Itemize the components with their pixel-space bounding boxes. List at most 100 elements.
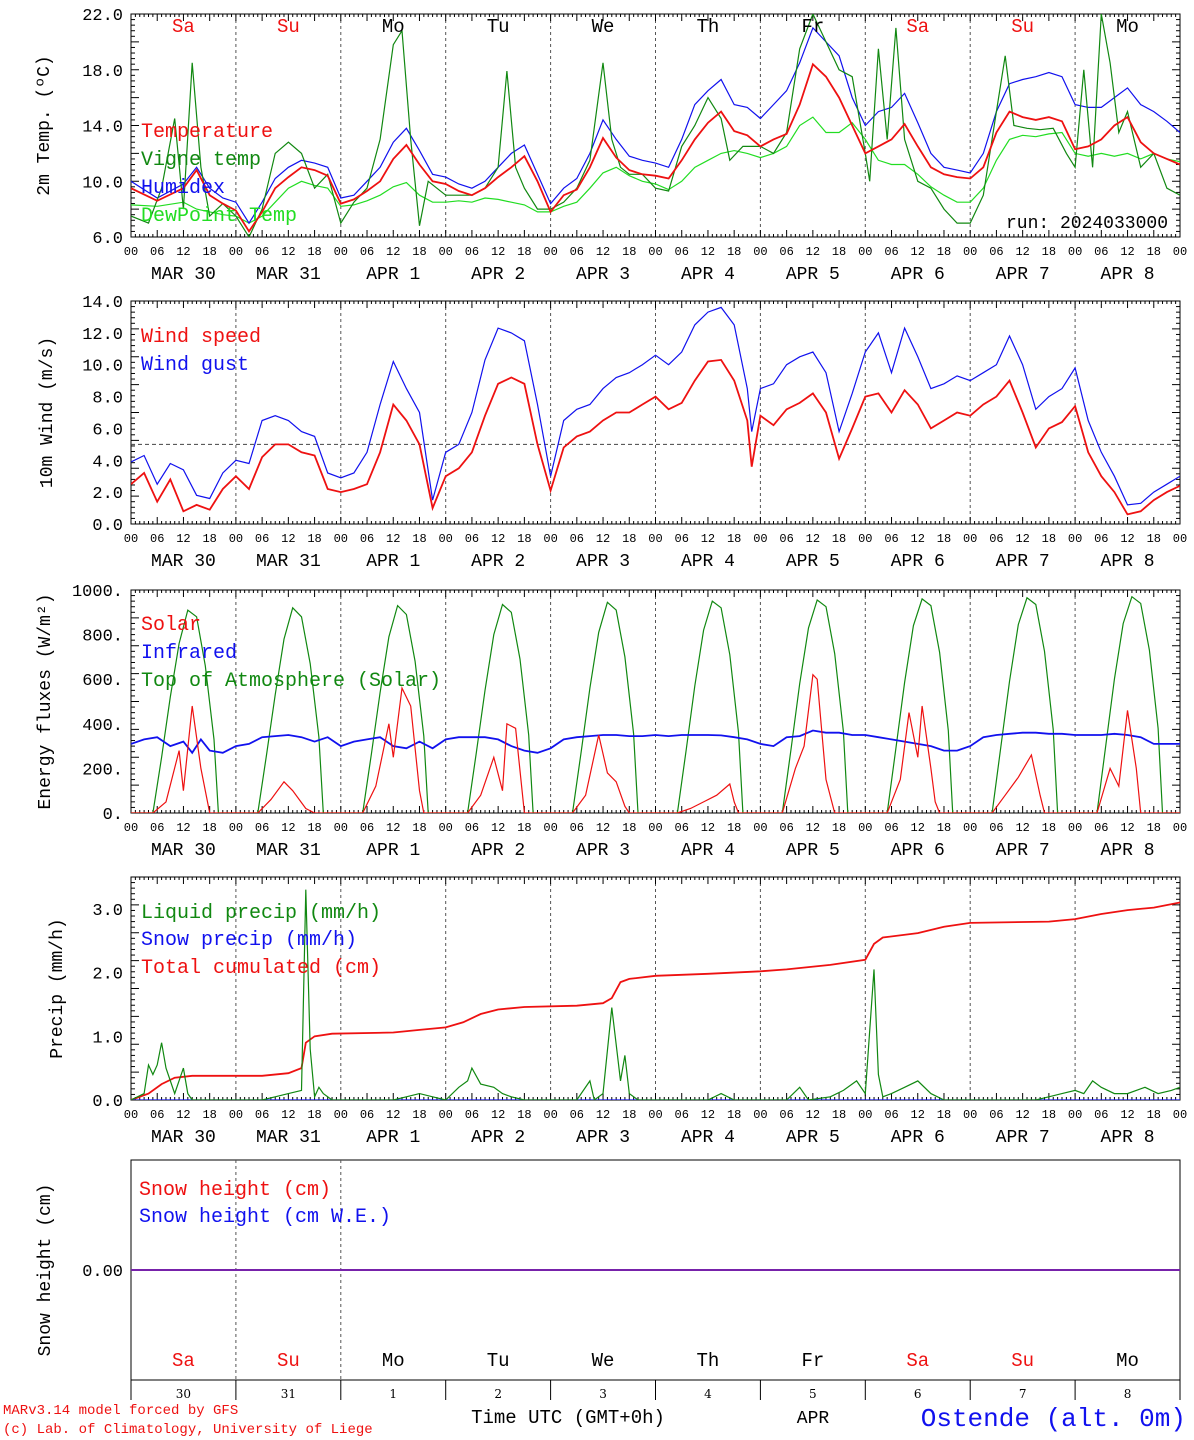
hour-tick-label: 18 (937, 532, 951, 546)
hour-tick-label: 00 (753, 1108, 767, 1122)
day-label: APR 2 (471, 552, 525, 572)
hour-tick-label: 06 (360, 1108, 374, 1122)
hour-tick-label: 06 (675, 821, 689, 835)
y-axis-label: Precip (mm/h) (48, 918, 68, 1058)
hour-tick-label: 12 (596, 245, 610, 259)
hour-tick-label: 06 (989, 245, 1003, 259)
weekday-label: Su (277, 1350, 300, 1372)
weekday-label: Sa (172, 16, 195, 38)
legend-entry: Humidex (141, 177, 225, 200)
hour-tick-label: 00 (753, 532, 767, 546)
hour-tick-label: 18 (412, 245, 426, 259)
hour-tick-label: 12 (1015, 1108, 1029, 1122)
y-tick-label: 6.0 (92, 230, 123, 249)
hour-tick-label: 06 (989, 532, 1003, 546)
hour-tick-label: 18 (937, 821, 951, 835)
hour-tick-label: 12 (1015, 245, 1029, 259)
hour-tick-label: 18 (1042, 1108, 1056, 1122)
hour-tick-label: 00 (124, 821, 138, 835)
day-number: 7 (1019, 1387, 1027, 1401)
hour-tick-label: 06 (255, 821, 269, 835)
weekday-label: We (592, 1350, 615, 1372)
panel-4: 00 06 12 18 00 06 12 18 00 06 12 18 00 06 12 18 00 06 12 18… (48, 876, 1187, 1148)
hour-tick-label: 12 (1015, 821, 1029, 835)
hour-tick-label: 12 (911, 245, 925, 259)
hour-tick-label: 06 (570, 1108, 584, 1122)
day-label: APR 8 (1101, 841, 1155, 861)
hour-tick-label: 00 (858, 821, 872, 835)
hour-tick-label: 06 (884, 1108, 898, 1122)
hour-tick-label: 00 (753, 245, 767, 259)
hour-tick-label: 18 (1147, 245, 1161, 259)
day-label: APR 4 (681, 552, 735, 572)
hour-tick-label: 00 (753, 821, 767, 835)
legend-entry: Snow height (cm W.E.) (139, 1206, 391, 1229)
hour-tick-label: 18 (832, 821, 846, 835)
hour-tick-label: 00 (963, 821, 977, 835)
hour-tick-label: 06 (255, 1108, 269, 1122)
y-tick-label: 0.00 (82, 1263, 123, 1282)
hour-tick-label: 06 (465, 532, 479, 546)
hour-tick-label: 00 (229, 532, 243, 546)
hour-tick-label: 06 (570, 532, 584, 546)
y-tick-label: 3.0 (92, 902, 123, 921)
hour-tick-label: 00 (648, 1108, 662, 1122)
hour-tick-label: 00 (1173, 1108, 1187, 1122)
hour-tick-label: 18 (622, 821, 636, 835)
day-label: APR 7 (996, 1128, 1050, 1148)
day-label: MAR 31 (256, 1128, 321, 1148)
hour-tick-label: 18 (412, 532, 426, 546)
hour-tick-label: 12 (281, 821, 295, 835)
panel-5: 0.00 Snow height (cm) Snow height (cm) Snow… (36, 1159, 1181, 1381)
legend-entry: Wind speed (141, 326, 261, 349)
hour-tick-label: 12 (491, 245, 505, 259)
hour-tick-label: 12 (1120, 1108, 1134, 1122)
day-label: APR 5 (786, 265, 840, 285)
y-axis-label: 10m Wind (m/s) (38, 337, 58, 488)
day-label: APR 5 (786, 841, 840, 861)
hour-tick-label: 06 (570, 821, 584, 835)
hour-tick-label: 12 (1120, 532, 1134, 546)
hour-tick-label: 12 (701, 821, 715, 835)
weekday-label: Su (277, 16, 300, 38)
hour-tick-label: 18 (1147, 821, 1161, 835)
panel-3: 00 06 12 18 00 06 12 18 00 06 12 18 00 06 12 18 00 06 12 18… (36, 583, 1187, 861)
panel-1: 00 06 12 18 00 06 12 18 00 06 12 18 00 06 12 18 00 06 12 18… (35, 7, 1187, 285)
hour-tick-label: 00 (543, 245, 557, 259)
y-tick-label: 2.0 (92, 485, 123, 504)
hour-tick-label: 00 (1173, 245, 1187, 259)
hour-tick-label: 00 (229, 821, 243, 835)
y-axis-label: Snow height (cm) (36, 1184, 56, 1357)
weekday-label: Mo (1116, 16, 1139, 38)
day-label: APR 2 (471, 1128, 525, 1148)
weekday-label: Su (1011, 1350, 1034, 1372)
hour-tick-label: 06 (779, 1108, 793, 1122)
series-line-temperature (131, 62, 1180, 234)
day-label: APR 4 (681, 1128, 735, 1148)
day-label: APR 4 (681, 841, 735, 861)
hour-tick-label: 06 (675, 245, 689, 259)
hour-tick-label: 12 (701, 1108, 715, 1122)
hour-tick-label: 18 (307, 245, 321, 259)
day-label: MAR 31 (256, 841, 321, 861)
hour-tick-label: 00 (438, 532, 452, 546)
hour-tick-label: 00 (1068, 821, 1082, 835)
station-label: Ostende (alt. 0m) (921, 1404, 1186, 1434)
day-label: MAR 31 (256, 552, 321, 572)
day-label: APR 6 (891, 265, 945, 285)
y-tick-label: 22.0 (82, 7, 123, 26)
legend-entry: Vigne temp (141, 149, 261, 172)
hour-tick-label: 12 (386, 245, 400, 259)
day-label: APR 7 (996, 841, 1050, 861)
hour-tick-label: 18 (727, 1108, 741, 1122)
hour-tick-label: 00 (124, 532, 138, 546)
hour-tick-label: 12 (911, 1108, 925, 1122)
hour-tick-label: 06 (150, 245, 164, 259)
hour-tick-label: 06 (1094, 1108, 1108, 1122)
hour-tick-label: 00 (543, 821, 557, 835)
hour-tick-label: 06 (779, 821, 793, 835)
hour-tick-label: 12 (281, 245, 295, 259)
hour-tick-label: 12 (281, 532, 295, 546)
hour-tick-label: 00 (438, 1108, 452, 1122)
hour-tick-label: 18 (622, 532, 636, 546)
